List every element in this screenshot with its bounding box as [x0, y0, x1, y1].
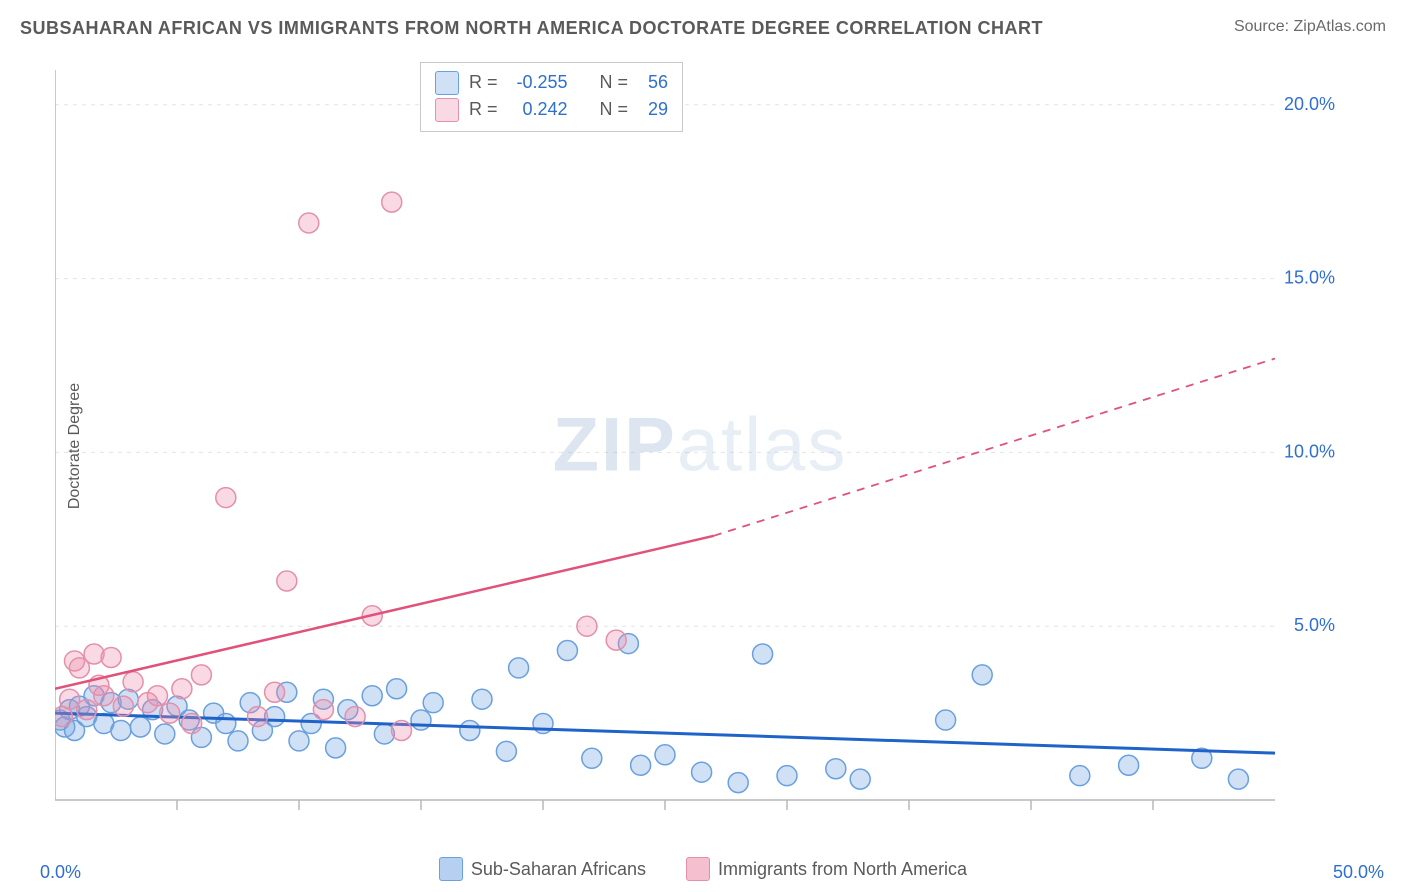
data-point-na: [299, 213, 319, 233]
data-point-na: [172, 679, 192, 699]
data-point-na: [606, 630, 626, 650]
source-credit: Source: ZipAtlas.com: [1234, 18, 1386, 36]
data-point-ssa: [777, 766, 797, 786]
stat-row: R = -0.255 N = 56: [435, 69, 668, 96]
data-point-ssa: [289, 731, 309, 751]
n-value: 56: [638, 69, 668, 96]
regression-line-na: [55, 536, 714, 689]
data-point-ssa: [155, 724, 175, 744]
source-value: ZipAtlas.com: [1294, 18, 1386, 35]
data-point-na: [123, 672, 143, 692]
data-point-ssa: [228, 731, 248, 751]
data-point-ssa: [728, 773, 748, 793]
data-point-na: [277, 571, 297, 591]
data-point-ssa: [692, 762, 712, 782]
data-point-ssa: [826, 759, 846, 779]
data-point-ssa: [472, 689, 492, 709]
data-point-ssa: [460, 720, 480, 740]
data-point-na: [216, 488, 236, 508]
data-point-na: [248, 707, 268, 727]
data-point-na: [147, 686, 167, 706]
source-label: Source:: [1234, 18, 1289, 35]
data-point-na: [265, 682, 285, 702]
legend-swatch-icon: [439, 857, 463, 881]
scatter-chart-svg: 5.0% 10.0% 15.0% 20.0%: [55, 60, 1345, 830]
data-point-ssa: [850, 769, 870, 789]
data-point-ssa: [509, 658, 529, 678]
data-point-ssa: [130, 717, 150, 737]
data-point-ssa: [557, 641, 577, 661]
data-point-na: [191, 665, 211, 685]
legend-swatch-icon: [435, 98, 459, 122]
stat-row: R = 0.242 N = 29: [435, 96, 668, 123]
data-point-na: [182, 714, 202, 734]
series-legend: Sub-Saharan Africans Immigrants from Nort…: [0, 857, 1406, 886]
r-value: -0.255: [508, 69, 568, 96]
data-point-ssa: [655, 745, 675, 765]
r-prefix: R =: [469, 69, 498, 96]
y-tick-label: 5.0%: [1294, 615, 1335, 635]
data-point-ssa: [423, 693, 443, 713]
r-value: 0.242: [508, 96, 568, 123]
data-point-na: [391, 720, 411, 740]
n-value: 29: [638, 96, 668, 123]
y-tick-label: 10.0%: [1284, 441, 1335, 461]
n-prefix: N =: [600, 69, 629, 96]
correlation-stats-box: R = -0.255 N = 56 R = 0.242 N = 29: [420, 62, 683, 132]
data-point-ssa: [111, 720, 131, 740]
legend-label: Immigrants from North America: [718, 859, 967, 880]
legend-swatch-icon: [435, 71, 459, 95]
data-point-ssa: [326, 738, 346, 758]
data-point-ssa: [1070, 766, 1090, 786]
data-point-ssa: [216, 714, 236, 734]
data-point-na: [345, 707, 365, 727]
data-point-na: [77, 700, 97, 720]
data-point-ssa: [387, 679, 407, 699]
data-point-ssa: [972, 665, 992, 685]
regression-extension-na: [714, 359, 1275, 536]
data-point-na: [382, 192, 402, 212]
chart-title: SUBSAHARAN AFRICAN VS IMMIGRANTS FROM NO…: [20, 18, 1043, 39]
y-tick-label: 20.0%: [1284, 94, 1335, 114]
legend-swatch-icon: [686, 857, 710, 881]
r-prefix: R =: [469, 96, 498, 123]
y-tick-label: 15.0%: [1284, 268, 1335, 288]
data-point-na: [101, 647, 121, 667]
data-point-na: [160, 703, 180, 723]
data-point-ssa: [936, 710, 956, 730]
data-point-ssa: [411, 710, 431, 730]
data-point-na: [313, 700, 333, 720]
data-point-ssa: [631, 755, 651, 775]
data-point-na: [113, 696, 133, 716]
n-prefix: N =: [600, 96, 629, 123]
data-point-ssa: [753, 644, 773, 664]
legend-item: Immigrants from North America: [686, 857, 967, 881]
plot-area: ZIPatlas 5.0%10.0%15.0%20.0%: [55, 60, 1345, 830]
data-point-na: [577, 616, 597, 636]
data-point-ssa: [1228, 769, 1248, 789]
data-point-ssa: [496, 741, 516, 761]
data-point-ssa: [582, 748, 602, 768]
legend-item: Sub-Saharan Africans: [439, 857, 646, 881]
data-point-ssa: [1119, 755, 1139, 775]
data-point-na: [94, 686, 114, 706]
data-point-ssa: [362, 686, 382, 706]
legend-label: Sub-Saharan Africans: [471, 859, 646, 880]
